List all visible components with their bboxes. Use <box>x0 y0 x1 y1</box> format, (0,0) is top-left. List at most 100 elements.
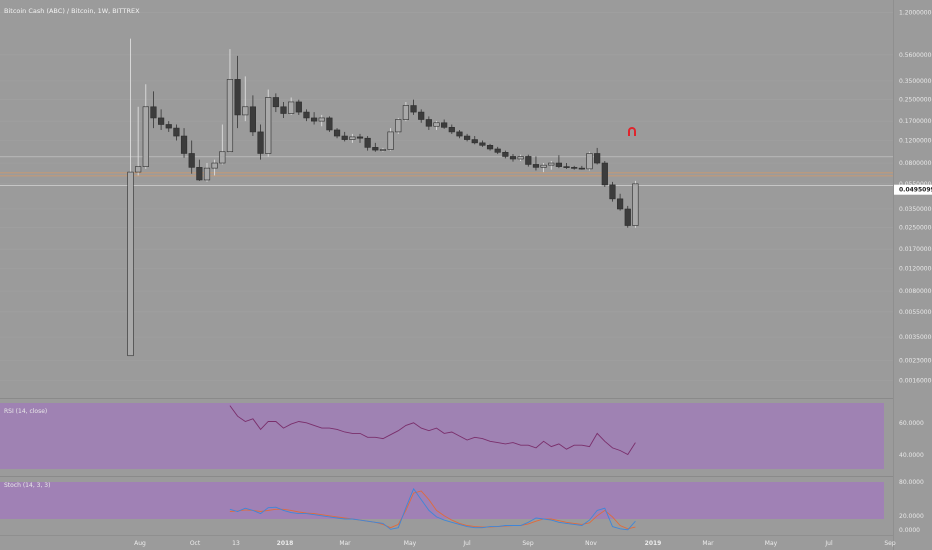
time-tick-label: Mar <box>339 540 351 547</box>
candle <box>295 99 302 115</box>
price-tick-label: 0.25000000 <box>899 97 932 104</box>
time-tick-label: May <box>404 540 417 547</box>
stoch-tick-80: 80.0000 <box>899 479 924 486</box>
candle <box>463 133 471 142</box>
pane-separator <box>0 398 893 399</box>
candle <box>555 155 562 169</box>
candle-down-body <box>571 167 578 169</box>
candle <box>548 160 555 170</box>
candle <box>525 154 532 167</box>
price-tick-label: 0.00160000 <box>899 378 932 385</box>
candle <box>135 106 142 176</box>
last-price-badge <box>894 184 932 195</box>
candle <box>272 93 279 113</box>
time-tick-label: Jul <box>462 540 471 547</box>
rsi-line <box>229 405 636 456</box>
candle-up-body <box>540 164 547 168</box>
candle <box>127 38 134 357</box>
candle <box>242 76 249 122</box>
time-tick-label: Oct <box>190 540 201 547</box>
stoch-tick-0: 0.0000 <box>899 527 920 534</box>
candle-up-body <box>402 105 410 120</box>
time-tick-label: Mar <box>702 540 714 547</box>
rsi-pane: RSI (14, close) 60.0000 40.0000 <box>0 398 924 469</box>
candle-down-body <box>448 127 455 133</box>
candle-down-body <box>594 153 601 164</box>
candle <box>402 101 410 122</box>
time-axis[interactable]: Aug Oct 13 2018 Mar May Jul Sep Nov 2019 Mar May Jul… <box>0 535 896 547</box>
price-tick-label: 0.00230000 <box>899 357 932 364</box>
price-tick-label: 0.01700000 <box>899 246 932 253</box>
candle <box>326 116 333 132</box>
price-tick-label: 0.08000000 <box>899 160 932 167</box>
candle <box>540 163 547 173</box>
candle-down-body <box>280 106 287 114</box>
candle-down-body <box>502 152 509 157</box>
candle-down-body <box>479 142 486 146</box>
candle-down-body <box>234 79 241 116</box>
candle <box>280 101 287 118</box>
price-tick-label: 0.03500000 <box>899 206 932 213</box>
candle <box>158 109 165 130</box>
candle <box>265 89 272 157</box>
candle <box>249 95 257 137</box>
candle-up-body <box>203 167 211 181</box>
candle <box>586 151 593 171</box>
candle-down-body <box>509 156 517 160</box>
price-candles <box>127 38 639 357</box>
candle <box>142 84 149 169</box>
candle <box>379 147 387 152</box>
price-axis[interactable]: 1.20000000 0.56000000 0.35000000 0.25000000… <box>893 0 932 550</box>
candle <box>571 165 578 170</box>
candle <box>303 109 310 122</box>
candle <box>486 143 494 151</box>
candle-down-body <box>158 117 165 125</box>
price-tick-label: 0.01200000 <box>899 266 932 273</box>
time-tick-label: Sep <box>522 540 534 547</box>
candle-down-body <box>150 106 157 119</box>
candle-up-body <box>219 151 226 164</box>
price-tick-label: 0.17000000 <box>899 118 932 125</box>
stoch-tick-20: 20.0000 <box>899 513 924 520</box>
candle <box>410 99 417 115</box>
candle-down-body <box>310 117 318 122</box>
candle-up-body <box>632 183 639 226</box>
time-tick-label: Jul <box>824 540 833 547</box>
candle <box>150 91 157 129</box>
candle-down-body <box>257 131 264 154</box>
candle <box>624 205 631 228</box>
candle-down-body <box>494 148 501 153</box>
candle-up-body <box>548 162 555 166</box>
rsi-tick-40: 40.0000 <box>899 452 924 459</box>
candle <box>594 147 601 165</box>
candle-down-body <box>173 127 180 137</box>
candle <box>234 55 241 129</box>
candle-down-body <box>486 145 494 150</box>
candle-up-body <box>242 106 249 116</box>
candle-up-body <box>265 97 272 154</box>
candle <box>616 193 624 211</box>
candle <box>532 156 540 171</box>
candle-up-body <box>142 106 149 167</box>
candle <box>349 133 356 143</box>
candle-down-body <box>471 139 478 144</box>
candle <box>341 131 348 142</box>
candle-down-body <box>410 105 417 113</box>
candle <box>288 97 295 115</box>
time-tick-label: Aug <box>134 540 146 547</box>
candle-down-body <box>555 162 562 167</box>
candle-up-body <box>349 136 356 140</box>
candle-down-body <box>333 129 341 137</box>
candle-down-body <box>188 153 195 168</box>
stoch-k-series <box>229 487 636 531</box>
candle <box>188 140 195 174</box>
chart-title: Bitcoin Cash (ABC) / Bitcoin, 1W, BITTRE… <box>4 7 140 15</box>
magnet-icon <box>628 127 636 136</box>
last-price-label: 0.04950999 <box>899 187 932 194</box>
rsi-series <box>229 405 636 456</box>
candle-up-body <box>288 101 295 114</box>
candle-down-body <box>601 162 608 186</box>
candle-up-body <box>433 122 440 127</box>
candle-down-body <box>303 111 310 119</box>
